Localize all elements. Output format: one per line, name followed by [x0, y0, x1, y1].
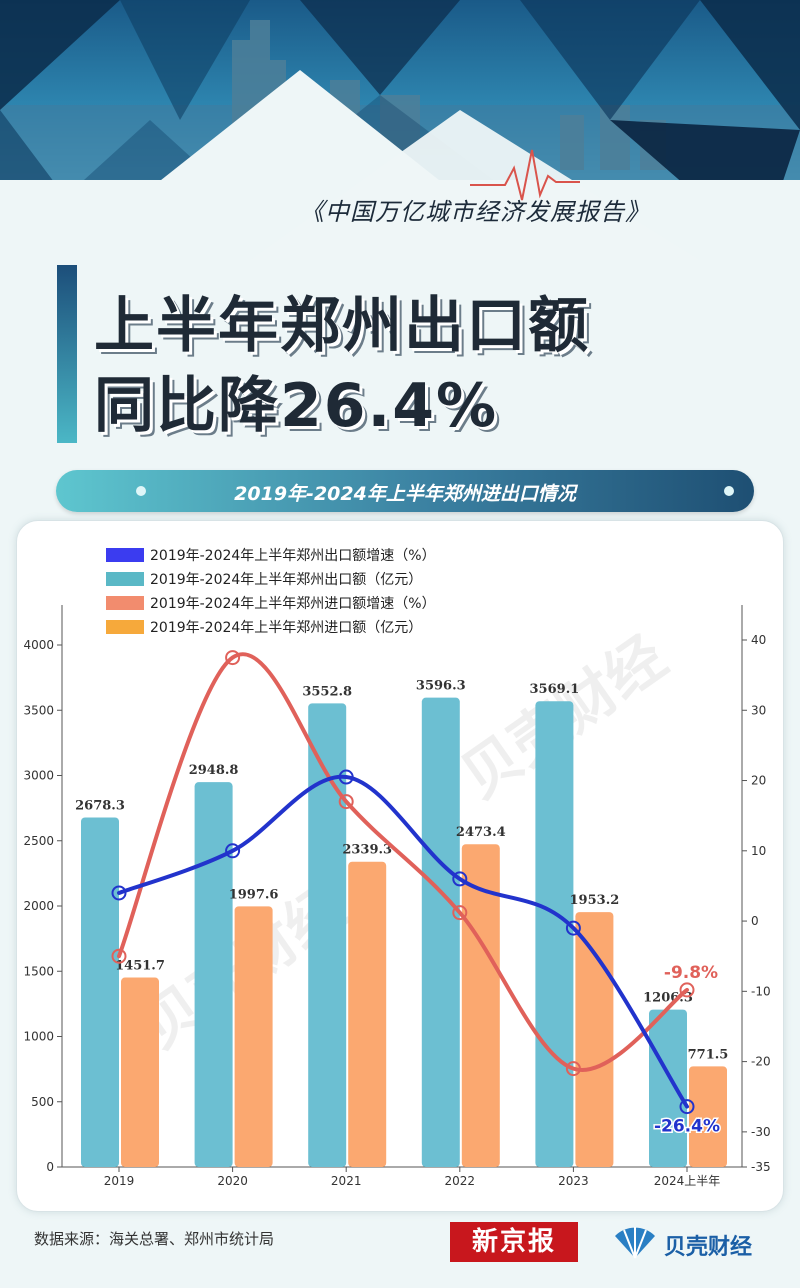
- import-growth-point: [338, 794, 354, 810]
- banner-dot-right: [724, 486, 734, 496]
- y-left-tick-label: 1000: [23, 1030, 54, 1044]
- x-tick-label: 2019: [104, 1174, 135, 1188]
- import-value-bar: [575, 912, 614, 1167]
- import-value-label: 771.5: [688, 1047, 729, 1062]
- legend-label: 2019年-2024年上半年郑州进口额（亿元）: [150, 620, 422, 636]
- import-growth-point: [452, 905, 468, 921]
- import-growth-point: [565, 1061, 581, 1077]
- export-value-bar: [649, 1009, 687, 1167]
- y-left-tick-label: 2000: [23, 899, 54, 913]
- export-value-bar: [421, 697, 460, 1167]
- y-right-tick-label: 0: [751, 914, 759, 928]
- y-left-tick-label: 0: [46, 1160, 54, 1174]
- shell-fan-icon: [615, 1227, 655, 1259]
- x-tick-label: 2024上半年: [654, 1174, 721, 1188]
- legend-label: 2019年-2024年上半年郑州出口额（亿元）: [150, 572, 422, 588]
- import-value-label: 1451.7: [115, 959, 165, 974]
- import-growth-point: [111, 948, 127, 964]
- export-value-label: 2948.8: [189, 763, 239, 778]
- legend-swatch: [106, 572, 144, 586]
- import-growth-line: [117, 652, 689, 1073]
- export-growth-point: [565, 920, 581, 936]
- export-value-label: 3552.8: [302, 684, 352, 699]
- y-right-tick-label: 40: [751, 633, 766, 647]
- chart-title-banner: 2019年-2024年上半年郑州进出口情况: [56, 470, 754, 512]
- combo-chart: 贝壳财经贝壳财经05001000150020002500300035004000…: [23, 548, 771, 1188]
- import-value-bar: [348, 861, 387, 1167]
- import-growth-point: [225, 650, 241, 666]
- import-value-label: 1997.6: [229, 887, 279, 902]
- legend-swatch: [106, 596, 144, 610]
- y-right-tick-label: -20: [751, 1055, 771, 1069]
- export-growth-point: [111, 885, 127, 901]
- y-right-tick-label: -35: [751, 1160, 771, 1174]
- export-value-label: 2678.3: [75, 798, 125, 813]
- y-left-tick-label: 2500: [23, 834, 54, 848]
- y-left-tick-label: 3000: [23, 769, 54, 783]
- export-growth-point: [679, 1099, 695, 1115]
- headline-line-1: 上半年郑州出口额: [94, 291, 590, 361]
- import-value-label: 2339.3: [342, 843, 392, 858]
- export-value-label: 3596.3: [416, 679, 466, 694]
- legend-swatch: [106, 620, 144, 634]
- y-left-tick-label: 1500: [23, 964, 54, 978]
- y-left-tick-label: 4000: [23, 638, 54, 652]
- import-growth-annotation: -9.8%: [664, 963, 718, 983]
- banner-dot-left: [136, 486, 146, 496]
- y-left-tick-label: 3500: [23, 703, 54, 717]
- import-value-bar: [121, 977, 159, 1167]
- header-art: [0, 0, 800, 260]
- headline-line-2: 同比降26.4%: [94, 371, 499, 441]
- export-value-bar: [81, 817, 119, 1167]
- export-growth-annotation: -26.4%: [654, 1117, 720, 1137]
- x-tick-label: 2021: [331, 1174, 362, 1188]
- legend-swatch: [106, 548, 144, 562]
- data-source: 数据来源：海关总署、郑州市统计局: [34, 1230, 275, 1248]
- import-growth-point: [679, 982, 695, 998]
- legend-label: 2019年-2024年上半年郑州进口额增速（%）: [150, 596, 436, 612]
- y-right-tick-label: 20: [751, 774, 766, 788]
- export-growth-point: [225, 843, 241, 859]
- y-right-tick-label: -10: [751, 984, 771, 998]
- export-growth-point: [452, 871, 468, 887]
- legend-label: 2019年-2024年上半年郑州出口额增速（%）: [150, 548, 436, 564]
- export-value-bar: [308, 703, 347, 1167]
- export-growth-point: [338, 769, 354, 785]
- pulse-line-icon: [470, 149, 580, 201]
- import-value-label: 2473.4: [456, 825, 506, 840]
- import-value-bar: [234, 906, 273, 1167]
- y-right-tick-label: 30: [751, 703, 766, 717]
- x-tick-label: 2023: [558, 1174, 589, 1188]
- y-right-tick-label: 10: [751, 844, 766, 858]
- export-value-bar: [535, 701, 574, 1167]
- import-value-label: 1953.2: [570, 893, 620, 908]
- chart-title: 2019年-2024年上半年郑州进出口情况: [234, 483, 576, 505]
- export-value-bar: [194, 782, 233, 1167]
- import-value-bar: [689, 1066, 727, 1167]
- beike-logo: 贝壳财经: [612, 1222, 772, 1264]
- headline-accent-bar: [57, 265, 77, 443]
- xinjingbao-logo: 新京报: [450, 1222, 578, 1262]
- x-tick-label: 2020: [217, 1174, 248, 1188]
- report-name: 《中国万亿城市经济发展报告》: [300, 198, 650, 226]
- y-left-tick-label: 500: [31, 1095, 54, 1109]
- beike-logo-text: 贝壳财经: [664, 1235, 753, 1260]
- x-tick-label: 2022: [445, 1174, 476, 1188]
- y-right-tick-label: -30: [751, 1125, 771, 1139]
- export-value-label: 3569.1: [530, 682, 580, 697]
